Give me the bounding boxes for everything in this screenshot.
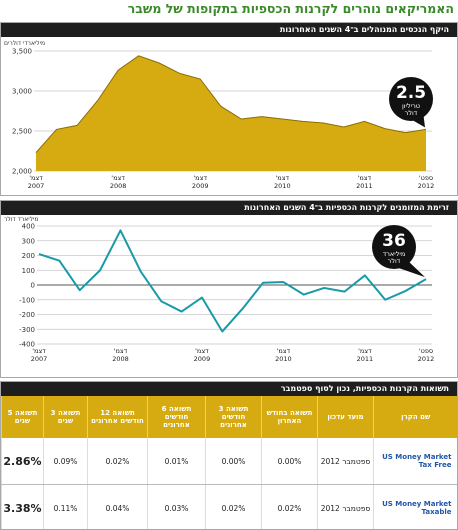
y-tick-label: 3,000 (12, 88, 32, 96)
cell: 0.00% (205, 438, 262, 485)
cell: 0.09% (43, 438, 88, 485)
column-header: שם הקרן (373, 396, 457, 438)
x-tick-label: דצמ' 2009 (191, 174, 209, 190)
callout-text: מיליארד (383, 250, 406, 258)
table-row: US Money Market Tax Free ספטמבר 2012 0.00%… (1, 438, 457, 485)
column-header: מועד עדכון (317, 396, 374, 438)
returns-table: שם הקרן מועד עדכון תשואה בחודש האחרון תשואה… (1, 396, 457, 529)
x-tick-label: דצמ' 2010 (274, 174, 291, 190)
y-tick-label: -100 (19, 296, 35, 304)
callout-bubble (389, 77, 433, 121)
x-tick-label: דצמ' 2008 (109, 174, 127, 190)
column-header: תשואה 3 שנים (43, 396, 88, 438)
cell: 0.01% (147, 438, 206, 485)
y-tick-label: 100 (22, 267, 35, 275)
chart-title: היקף הנכסים המנוהלים ב־4 השנים האחרונות (1, 23, 457, 37)
y-tick-label: 300 (22, 237, 35, 245)
y-tick-label: 400 (22, 223, 35, 231)
x-tick-label: דצמ' 2008 (112, 347, 129, 363)
y-tick-label: 2,500 (12, 128, 32, 136)
header-row: שם הקרן מועד עדכון תשואה בחודש האחרון תשואה… (1, 396, 457, 438)
callout-bubble (372, 225, 416, 269)
x-tick-label: דצמ' 2011 (356, 347, 374, 363)
y-tick-label: 0 (31, 282, 35, 290)
cell: 0.02% (87, 438, 148, 485)
cell: 3.38% (1, 484, 44, 529)
cell: ספטמבר 2012 (317, 438, 374, 485)
fund-name: US Money Market Taxable (373, 484, 457, 529)
cell: ספטמבר 2012 (317, 484, 374, 529)
chart-title: זרימת המזומנים לקרנות הכספיות ב־4 השנים … (1, 201, 457, 215)
x-tick-label: דצמ' 2007 (30, 347, 48, 363)
y-tick-label: -300 (19, 326, 35, 334)
y-axis-label: מיליארד דולר (4, 216, 39, 223)
callout-text: 36 (382, 231, 406, 251)
y-tick-label: 2,000 (12, 168, 32, 176)
cell: 0.03% (147, 484, 206, 529)
chart: -400 -300 -200 -100 0 100 200 300 400 36מיליארדדו… (19, 223, 432, 349)
y-axis-label: מיליארדי דולרים (4, 40, 46, 47)
cell: 2.86% (1, 438, 44, 485)
x-tick-label: דצמ' 2009 (193, 347, 211, 363)
y-tick-label: 200 (22, 252, 35, 260)
callout-text: דולר (388, 257, 401, 265)
chart-panel: -400 -300 -200 -100 0 100 200 300 400 36 מיליארד דו… (0, 200, 458, 378)
page-title: האמריקאים נוהרים לקרנות הכספיות בתקופות … (127, 1, 454, 16)
column-header: תשואה בחודש האחרון (261, 396, 318, 438)
y-tick-label: -400 (19, 341, 35, 349)
table-panel: תשואות הקרנות הכספיות, נכון לסוף ספטמבר … (0, 381, 458, 530)
table-row: US Money Market Taxable ספטמבר 2012 0.02% 0… (1, 484, 457, 529)
cell: 0.02% (205, 484, 262, 529)
callout-text: טריליון (402, 102, 420, 110)
fund-name: US Money Market Tax Free (373, 438, 457, 485)
cell: 0.11% (43, 484, 88, 529)
area-outline (35, 55, 427, 153)
chart-panel: 2,000 2,500 3,000 3,500 2.5 טריליון דולר היקף … (0, 22, 458, 196)
y-tick-label: -200 (19, 311, 35, 319)
x-tick-label: דצמ' 2007 (27, 174, 45, 190)
area (36, 55, 426, 171)
cell: 0.02% (261, 484, 318, 529)
x-tick-label: דצמ' 2010 (275, 347, 292, 363)
column-header: תשואה 12 חודשים אחרונים (87, 396, 148, 438)
table-body: US Money Market Tax Free ספטמבר 2012 0.00%… (1, 438, 457, 529)
callout-text: דולר (405, 109, 418, 117)
cell: 0.00% (261, 438, 318, 485)
callout-text: 2.5 (396, 83, 426, 103)
column-header: תשואה 6 חודשים אחרונים (147, 396, 206, 438)
y-tick-label: 3,500 (12, 48, 32, 56)
x-tick-label: דצמ' 2011 (356, 174, 373, 190)
column-header: תשואה 3 חודשים אחרונים (205, 396, 262, 438)
cell: 0.04% (87, 484, 148, 529)
table-title: תשואות הקרנות הכספיות, נכון לסוף ספטמבר (1, 382, 457, 396)
x-tick-label: ספט' 2012 (417, 174, 435, 190)
column-header: תשואה 5 שנים (1, 396, 44, 438)
x-tick-label: ספט' 2012 (417, 347, 435, 363)
line (38, 229, 427, 333)
